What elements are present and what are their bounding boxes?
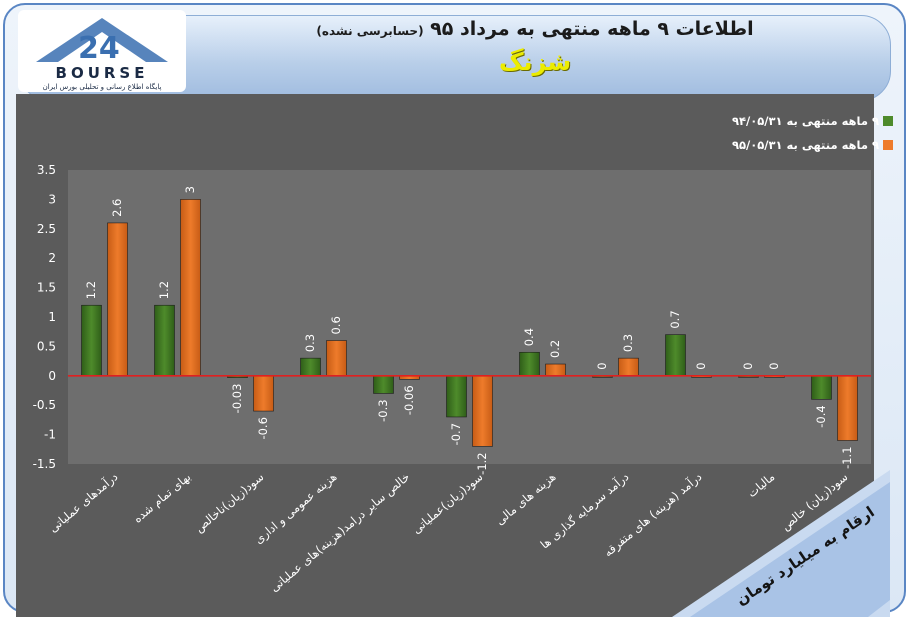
x-category-label: سود(زیان)ناخالص xyxy=(192,470,267,536)
data-label-series1: 0 xyxy=(741,362,755,369)
company-symbol: شزنگ xyxy=(498,48,572,76)
data-label-series2: 2.6 xyxy=(110,199,124,217)
legend-swatch-series1 xyxy=(883,116,893,126)
data-label-series1: -0.4 xyxy=(814,405,828,427)
y-tick-label: -1.5 xyxy=(33,457,56,471)
data-label-series2: -0.6 xyxy=(256,417,270,439)
bar-series2 xyxy=(618,357,639,377)
y-tick-label: 0 xyxy=(48,369,56,383)
data-label-series1: -0.3 xyxy=(376,399,390,421)
x-category-label: هزینه های مالی xyxy=(493,470,559,529)
x-category-label: مالیات xyxy=(745,470,778,501)
data-label-series1: 0.7 xyxy=(668,310,682,328)
report-subtitle: (حسابرسی نشده) xyxy=(316,24,424,38)
bar-series2 xyxy=(180,199,201,377)
data-label-series1: 0.3 xyxy=(303,334,317,352)
data-label-series1: 1.2 xyxy=(157,281,171,299)
bar-series1 xyxy=(665,334,686,377)
bar-series1 xyxy=(154,304,175,377)
logo-tagline: پایگاه اطلاع رسانی و تحلیلی بورس ایران xyxy=(43,82,162,91)
data-label-series1: -0.7 xyxy=(449,423,463,445)
data-label-series2: 0.6 xyxy=(329,316,343,334)
y-tick-label: 2 xyxy=(48,251,56,265)
bar-series1 xyxy=(811,375,832,400)
legend-swatch-series2 xyxy=(883,140,893,150)
legend-item-series1: ۹ ماهه منتهی به ۹۴/۰۵/۳۱ xyxy=(732,114,893,128)
report-title-text: اطلاعات ۹ ماهه منتهی به مرداد ۹۵ xyxy=(430,18,754,40)
y-tick-label: 1.5 xyxy=(37,281,56,295)
y-tick-label: 2.5 xyxy=(37,222,56,236)
data-label-series1: 0 xyxy=(595,362,609,369)
bar-series1 xyxy=(81,304,102,377)
plot-background xyxy=(68,170,871,464)
bar-series1 xyxy=(300,357,321,377)
bar-chart: 3.5 3 2.5 2 1.5 1 0.5 0 -0.5 -1 -1.5 1.2 2.6 درآمدهای… xyxy=(33,163,871,596)
data-label-series2: 0.3 xyxy=(621,334,635,352)
y-tick-label: 3.5 xyxy=(37,163,56,177)
data-label-series2: 0.2 xyxy=(548,340,562,358)
data-label-series2: -1.1 xyxy=(840,446,854,468)
bar-series2 xyxy=(253,375,274,412)
bourse-logo: 24 BOURSE پایگاه اطلاع رسانی و تحلیلی بو… xyxy=(18,10,186,92)
y-tick-label: 0.5 xyxy=(37,339,56,353)
data-label-series2: 0 xyxy=(694,362,708,369)
bar-series2 xyxy=(326,340,347,377)
logo-brand: BOURSE xyxy=(56,64,149,82)
bar-series2 xyxy=(472,375,493,447)
data-label-series2: -0.06 xyxy=(402,385,416,415)
bar-series2 xyxy=(545,363,566,377)
svg-text:24: 24 xyxy=(78,31,120,66)
legend-label-series2: ۹ ماهه منتهی به ۹۵/۰۵/۳۱ xyxy=(732,138,879,152)
x-category-label: سود(زیان) خالص xyxy=(778,470,851,534)
chart-area: 3.5 3 2.5 2 1.5 1 0.5 0 -0.5 -1 -1.5 1.2 2.6 درآمدهای… xyxy=(16,94,874,617)
report-title: اطلاعات ۹ ماهه منتهی به مرداد ۹۵ (حسابرس… xyxy=(200,18,870,40)
x-category-label: درآمدهای عملیاتی xyxy=(46,470,121,536)
data-label-series2: -1.2 xyxy=(475,452,489,474)
data-label-series2: 0 xyxy=(767,362,781,369)
y-tick-label: -0.5 xyxy=(33,398,56,412)
y-tick-label: 1 xyxy=(48,310,56,324)
x-category-label: بهای تمام شده xyxy=(130,470,193,526)
bar-series2 xyxy=(107,222,128,377)
legend-label-series1: ۹ ماهه منتهی به ۹۴/۰۵/۳۱ xyxy=(732,114,879,128)
legend-item-series2: ۹ ماهه منتهی به ۹۵/۰۵/۳۱ xyxy=(732,138,893,152)
data-label-series2: 3 xyxy=(183,186,197,193)
data-label-series1: 0.4 xyxy=(522,328,536,346)
x-category-label: سود(زیان)عملیاتی xyxy=(409,470,486,538)
data-label-series1: 1.2 xyxy=(84,281,98,299)
bar-series2 xyxy=(837,375,858,441)
y-tick-label: -1 xyxy=(44,428,56,442)
x-category-label: خالص سایر درامد(هزینه)های عملیاتی xyxy=(267,470,413,596)
bar-series1 xyxy=(446,375,467,418)
data-label-series1: -0.03 xyxy=(230,384,244,414)
chart-legend: ۹ ماهه منتهی به ۹۴/۰۵/۳۱ ۹ ماهه منتهی به… xyxy=(732,114,893,162)
bar-series1 xyxy=(519,351,540,377)
bar-series1 xyxy=(373,375,394,394)
y-tick-label: 3 xyxy=(48,192,56,206)
